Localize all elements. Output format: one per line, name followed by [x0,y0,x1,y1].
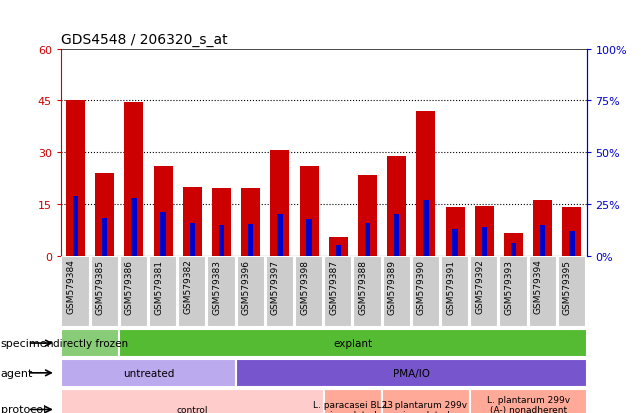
Bar [365,223,370,256]
Bar [470,389,587,413]
Bar [394,215,399,256]
Bar [382,389,470,413]
Text: GSM579385: GSM579385 [96,259,104,314]
Bar [212,189,231,256]
Bar [299,166,319,256]
Bar [423,200,429,256]
Bar [237,257,265,328]
Bar [271,151,289,256]
Text: GSM579384: GSM579384 [67,259,76,314]
Text: agent: agent [1,368,33,378]
Bar [441,257,469,328]
Text: PMA/IO: PMA/IO [393,368,430,378]
Bar [102,219,107,256]
Bar [417,112,435,256]
Bar [383,257,411,328]
Bar [387,156,406,256]
Bar [306,220,312,256]
Bar [475,206,494,256]
Text: protocol: protocol [1,404,46,413]
Bar [412,257,440,328]
Text: L. plantarum 299v
(A-) nonadherent
mutant inoculated: L. plantarum 299v (A-) nonadherent mutan… [487,395,570,413]
Text: GSM579388: GSM579388 [358,259,367,314]
Bar [178,257,206,328]
Text: GSM579395: GSM579395 [563,259,572,314]
Bar [329,237,348,256]
Bar [569,231,574,256]
Bar [324,257,353,328]
Bar [481,227,487,256]
Text: GSM579390: GSM579390 [417,259,426,314]
Text: L. plantarum 299v
inoculated: L. plantarum 299v inoculated [385,400,467,413]
Bar [504,234,523,256]
Text: GSM579382: GSM579382 [183,259,192,314]
Bar [358,175,377,256]
Text: GSM579389: GSM579389 [388,259,397,314]
Bar [558,257,586,328]
Bar [208,257,235,328]
Bar [160,213,166,256]
Bar [353,257,381,328]
Bar [470,257,498,328]
Text: directly frozen: directly frozen [53,338,128,348]
Bar [533,201,552,256]
Text: GSM579387: GSM579387 [329,259,338,314]
Bar [183,187,202,256]
Text: GDS4548 / 206320_s_at: GDS4548 / 206320_s_at [61,33,228,47]
Bar [61,359,236,387]
Text: specimen: specimen [1,338,54,348]
Bar [62,257,90,328]
Bar [445,208,465,256]
Bar [336,246,341,256]
Bar [499,257,528,328]
Text: GSM579386: GSM579386 [125,259,134,314]
Text: GSM579383: GSM579383 [213,259,222,314]
Bar [453,229,458,256]
Bar [61,389,324,413]
Bar [61,330,119,357]
Bar [236,359,587,387]
Bar [90,257,119,328]
Bar [190,223,195,256]
Text: control: control [176,405,208,413]
Bar [131,198,137,256]
Bar [73,196,78,256]
Text: L. paracasei BL23
inoculated: L. paracasei BL23 inoculated [313,400,393,413]
Bar [324,389,382,413]
Bar [248,224,253,256]
Bar [119,330,587,357]
Text: GSM579397: GSM579397 [271,259,280,314]
Bar [219,225,224,256]
Text: GSM579396: GSM579396 [242,259,251,314]
Bar [266,257,294,328]
Text: GSM579393: GSM579393 [504,259,513,314]
Bar [241,189,260,256]
Bar [154,166,172,256]
Text: GSM579392: GSM579392 [476,259,485,314]
Bar [562,208,581,256]
Text: GSM579381: GSM579381 [154,259,163,314]
Bar [66,101,85,256]
Bar [529,257,557,328]
Bar [120,257,148,328]
Bar [511,244,516,256]
Text: GSM579391: GSM579391 [446,259,455,314]
Text: GSM579398: GSM579398 [300,259,309,314]
Bar [540,225,545,256]
Text: untreated: untreated [123,368,174,378]
Bar [295,257,323,328]
Bar [278,215,283,256]
Text: explant: explant [333,338,372,348]
Text: GSM579394: GSM579394 [534,259,543,314]
Bar [96,173,114,256]
Bar [149,257,177,328]
Bar [124,103,144,256]
